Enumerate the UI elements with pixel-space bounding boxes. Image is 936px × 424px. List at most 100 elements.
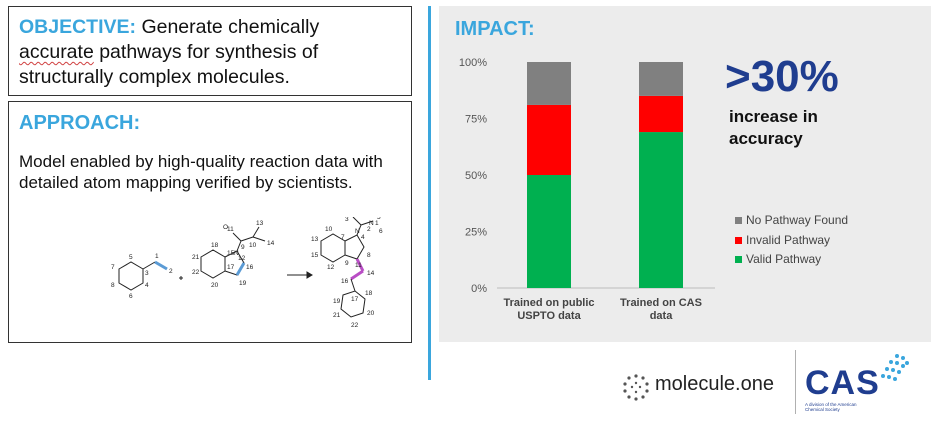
- legend-item-valid-pathway: Valid Pathway: [735, 252, 821, 266]
- indole-benzene-ring: [200, 249, 226, 279]
- label-p-9: 9: [345, 260, 349, 267]
- label-r1-8: 8: [111, 282, 115, 289]
- label-r2-18: 18: [211, 242, 219, 249]
- label-r2-11: 11: [227, 226, 234, 233]
- label-p-2: 2: [367, 226, 371, 233]
- label-r1-4: 4: [145, 282, 149, 289]
- label-p-12: 12: [327, 264, 335, 271]
- label-r2-12: 12: [238, 255, 246, 262]
- big-number: >30%: [725, 52, 839, 101]
- reaction-scheme: 1 2 3 4 5 6 7 8 9 10 11 12 13 14 15 16 1…: [111, 217, 383, 329]
- label-r2-19: 19: [239, 280, 247, 287]
- label-r2-20: 20: [211, 282, 219, 289]
- objective-label: OBJECTIVE:: [19, 16, 137, 38]
- cas-subtitle: A division of the American Chemical Soci…: [805, 402, 857, 412]
- increase-caption: increase in accuracy: [729, 107, 818, 148]
- approach-title: APPROACH:: [19, 112, 141, 134]
- label-p-4: 4: [361, 234, 365, 241]
- objective-text: OBJECTIVE: Generate chemically accurate …: [19, 15, 401, 90]
- label-p-O: O: [349, 217, 354, 219]
- label-r2-13: 13: [256, 220, 264, 227]
- cas-dots-icon: [881, 354, 909, 381]
- label-r2-10: 10: [249, 242, 257, 249]
- label-p-10: 10: [325, 226, 333, 233]
- label-p-21: 21: [333, 312, 341, 319]
- label-r2-N: N: [234, 250, 239, 257]
- x-category-label: Trained on public: [503, 297, 594, 309]
- y-tick-label: 25%: [465, 227, 487, 239]
- legend-swatch-no-pathway: [735, 216, 742, 224]
- molecule-one-dots-icon: [623, 374, 649, 401]
- label-p-3: 3: [345, 217, 349, 223]
- legend-label-invalid-pathway: Invalid Pathway: [746, 233, 831, 247]
- x-category-label: Trained on CAS: [620, 297, 702, 309]
- legend-swatch-invalid-pathway: [735, 236, 742, 244]
- logo-separator: [795, 350, 796, 414]
- y-tick-label: 50%: [465, 170, 487, 182]
- label-p-19: 19: [333, 298, 341, 305]
- bar-segment-valid-pathway: [639, 132, 683, 288]
- bar-segment-invalid-pathway: [639, 95, 683, 133]
- label-p-7: 7: [341, 234, 345, 241]
- label-r2-21: 21: [192, 254, 200, 261]
- label-p-16: 16: [341, 278, 349, 285]
- label-p-13: 13: [311, 236, 319, 243]
- label-p-6: 6: [379, 228, 383, 235]
- logos: molecule.one CAS A division of the Ameri…: [615, 346, 935, 420]
- molecule-one-logo-text: molecule.one: [655, 373, 774, 395]
- y-tick-label: 0%: [471, 283, 487, 295]
- legend-swatch-valid-pathway: [735, 255, 742, 263]
- label-p-20: 20: [367, 310, 375, 317]
- label-p-22: 22: [351, 322, 359, 329]
- label-p-15: 15: [311, 252, 319, 259]
- bar-segment-no-pathway-found: [527, 62, 571, 105]
- label-r2-15: 15: [227, 250, 235, 257]
- label-p-1: 1: [375, 220, 379, 227]
- label-p-5: 5: [377, 217, 381, 221]
- approach-box: APPROACH: Model enabled by high-quality …: [8, 101, 412, 343]
- approach-text: Model enabled by high-quality reaction d…: [19, 152, 383, 192]
- label-r2-9: 9: [241, 244, 245, 251]
- bar-segment-no-pathway-found: [639, 62, 683, 96]
- legend-label-valid-pathway: Valid Pathway: [746, 252, 822, 266]
- label-r1-7: 7: [111, 264, 115, 271]
- impact-title: IMPACT:: [455, 18, 535, 40]
- objective-underlined-word: accurate: [19, 41, 94, 63]
- label-p-11: 11: [355, 262, 362, 269]
- y-tick-label: 75%: [465, 114, 487, 126]
- x-category-label: USPTO data: [517, 310, 581, 322]
- legend-item-no-pathway: No Pathway Found: [735, 213, 848, 227]
- label-p-17: 17: [351, 296, 359, 303]
- label-r1-3: 3: [145, 270, 149, 277]
- objective-text-b: pathways for synthesis of structurally c…: [19, 41, 319, 88]
- bar-segment-invalid-pathway: [527, 104, 571, 175]
- label-r1-1: 1: [155, 253, 159, 260]
- objective-text-a: Generate chemically: [136, 16, 320, 38]
- impact-panel: IMPACT: 0% 25% 50% 75% 100% Trained on public…: [439, 6, 931, 342]
- label-p-N-dimethyl: N: [369, 220, 374, 227]
- y-tick-label: 100%: [459, 57, 487, 69]
- label-r2-16: 16: [246, 264, 254, 271]
- label-r1-5: 5: [129, 254, 133, 261]
- label-r1-2: 2: [169, 268, 173, 275]
- label-p-8: 8: [367, 252, 371, 259]
- label-p-18: 18: [365, 290, 373, 297]
- legend-item-invalid-pathway: Invalid Pathway: [735, 233, 830, 247]
- label-r2-14: 14: [267, 240, 275, 247]
- label-p-14: 14: [367, 270, 375, 277]
- legend-label-no-pathway: No Pathway Found: [746, 213, 849, 227]
- benzene-ring-1: [118, 261, 144, 291]
- label-r2-O: O: [223, 224, 228, 231]
- label-r1-6: 6: [129, 293, 133, 300]
- product-pyrrole-ring: [344, 234, 365, 260]
- label-p-N-amide: N: [355, 228, 360, 235]
- vertical-divider: [428, 6, 431, 380]
- cas-logo-text: CAS: [805, 364, 880, 402]
- bar-segment-valid-pathway: [527, 175, 571, 288]
- label-r2-17: 17: [227, 264, 235, 271]
- label-r2-22: 22: [192, 269, 200, 276]
- x-category-label: data: [650, 310, 674, 322]
- product-benzene-ring-2: [340, 290, 366, 318]
- objective-box: OBJECTIVE: Generate chemically accurate …: [8, 6, 412, 96]
